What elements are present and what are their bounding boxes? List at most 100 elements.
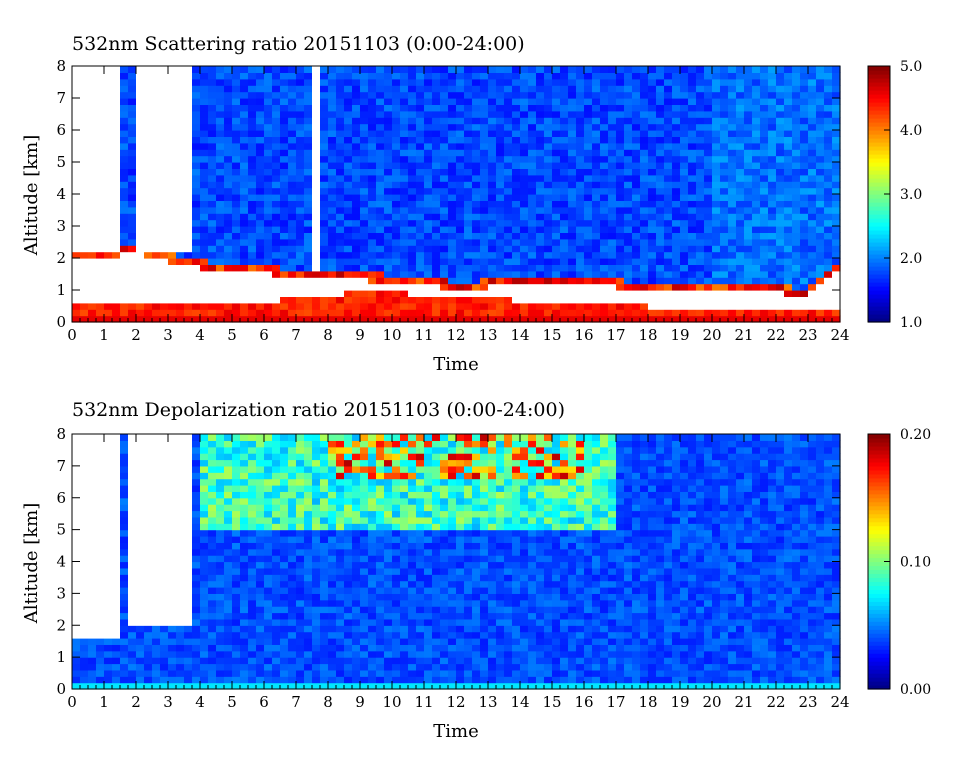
heatmap-cell [328,283,337,291]
heatmap-cell [240,587,249,594]
heatmap-cell [320,296,329,304]
heatmap-cell [200,548,209,556]
heatmap-cell [96,206,105,214]
heatmap-cell [368,187,377,195]
heatmap-cell [656,290,665,297]
heatmap-cell [424,264,433,272]
heatmap-cell [192,669,201,677]
heatmap-cell [608,187,617,195]
heatmap-cell [800,309,809,317]
heatmap-cell [448,251,457,259]
colorbar-swatch [868,270,890,275]
heatmap-cell [280,117,289,125]
heatmap-cell [752,290,761,297]
heatmap-cell [264,98,273,105]
heatmap-cell [248,66,257,73]
heatmap-cell [696,245,705,253]
heatmap-cell [112,78,121,86]
heatmap-cell [712,142,721,150]
heatmap-cell [120,682,129,690]
heatmap-cell [72,529,81,537]
heatmap-cell [184,232,193,240]
heatmap-cell [128,459,137,467]
heatmap-cell [568,117,577,125]
heatmap-cell [680,187,689,195]
heatmap-cell [184,104,193,112]
heatmap-cell [832,270,841,278]
heatmap-cell [120,78,129,86]
heatmap-cell [168,258,177,265]
heatmap-cell [232,174,241,182]
heatmap-cell [656,130,665,137]
heatmap-cell [200,277,209,285]
heatmap-cell [296,117,305,125]
heatmap-cell [496,136,505,144]
heatmap-cell [680,174,689,182]
heatmap-cell [616,226,625,233]
heatmap-cell [816,232,825,240]
heatmap-cell [256,142,265,150]
heatmap-cell [104,110,113,118]
heatmap-cell [808,155,817,163]
heatmap-cell [720,117,729,125]
heatmap-cell [80,625,89,633]
heatmap-cell [456,200,465,208]
heatmap-cell [280,290,289,297]
heatmap-cell [120,644,129,652]
heatmap-cell [320,168,329,176]
heatmap-cell [168,91,177,99]
heatmap-cell [512,91,521,99]
heatmap-cell [224,245,233,253]
heatmap-cell [240,453,249,461]
heatmap-cell [520,232,529,240]
heatmap-cell [832,123,841,131]
heatmap-cell [648,232,657,240]
heatmap-cell [488,149,497,157]
heatmap-cell [696,85,705,93]
heatmap-cell [328,155,337,163]
heatmap-cell [176,290,185,297]
heatmap-cell [224,491,233,499]
heatmap-cell [240,85,249,93]
heatmap-cell [568,258,577,265]
heatmap-cell [128,561,137,569]
heatmap-cell [640,162,649,169]
heatmap-cell [72,251,81,259]
heatmap-cell [568,98,577,105]
heatmap-cell [192,104,201,112]
heatmap-cell [128,657,137,665]
heatmap-cell [648,181,657,189]
heatmap-cell [696,290,705,297]
heatmap-cell [816,117,825,125]
heatmap-cell [496,187,505,195]
heatmap-cell [816,245,825,253]
heatmap-cell [328,187,337,195]
heatmap-cell [200,98,209,105]
heatmap-cell [96,491,105,499]
heatmap-cell [512,78,521,86]
heatmap-cell [720,290,729,297]
heatmap-cell [416,232,425,240]
heatmap-cell [104,232,113,240]
heatmap-cell [520,258,529,265]
heatmap-cell [224,219,233,227]
heatmap-cell [544,200,553,208]
heatmap-cell [72,78,81,86]
heatmap-cell [448,85,457,93]
heatmap-cell [216,599,225,607]
heatmap-cell [632,117,641,125]
heatmap-cell [672,187,681,195]
heatmap-cell [232,548,241,556]
heatmap-cell [88,510,97,518]
heatmap-cell [432,245,441,253]
heatmap-cell [104,485,113,492]
heatmap-cell [200,669,209,677]
heatmap-cell [224,213,233,221]
heatmap-cell [704,251,713,259]
heatmap-cell [224,434,233,441]
heatmap-cell [256,98,265,105]
heatmap-cell [808,277,817,285]
heatmap-cell [184,548,193,556]
heatmap-cell [672,219,681,227]
heatmap-cell [152,459,161,467]
